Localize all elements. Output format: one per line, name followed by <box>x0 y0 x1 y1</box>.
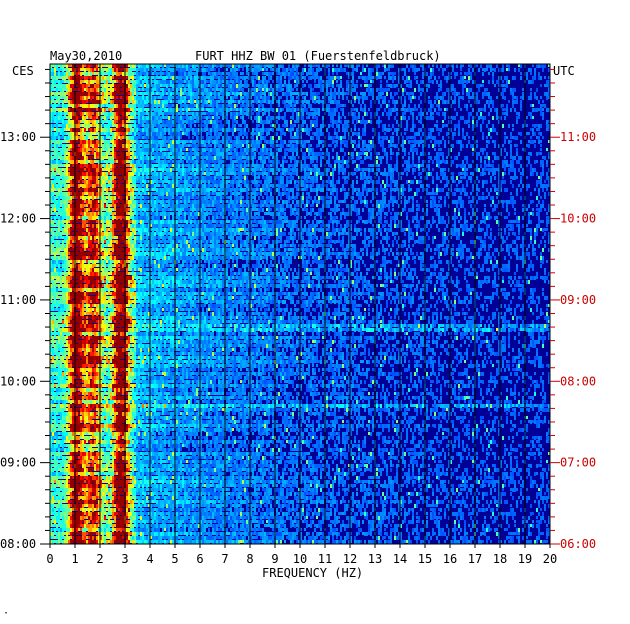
x-tick-label: 4 <box>146 552 153 566</box>
station-title: FURT HHZ BW 01 (Fuerstenfeldbruck) <box>195 49 441 63</box>
footer-mark: · <box>3 608 9 619</box>
left-zone-label: CES <box>12 64 34 78</box>
time-axes: 08:00 09:00 10:00 11:00 12:00 13:00 06:00 07:00… <box>0 68 596 551</box>
x-tick-label: 17 <box>468 552 482 566</box>
right-tick-label: 08:00 <box>560 374 596 388</box>
x-tick-label: 18 <box>493 552 507 566</box>
date-label: May30,2010 <box>50 49 122 63</box>
x-tick-label: 20 <box>543 552 557 566</box>
x-tick-label: 16 <box>443 552 457 566</box>
x-axis-label: FREQUENCY (HZ) <box>262 566 363 580</box>
left-tick-label: 09:00 <box>0 456 36 470</box>
right-tick-label: 11:00 <box>560 130 596 144</box>
x-tick-label: 19 <box>518 552 532 566</box>
right-tick-label: 06:00 <box>560 537 596 551</box>
x-tick-label: 2 <box>96 552 103 566</box>
x-tick-label: 13 <box>368 552 382 566</box>
x-tick-label: 9 <box>271 552 278 566</box>
frequency-axis: 0 1 2 3 4 5 6 7 8 9 10 11 12 13 14 15 16 17 18 19 20 <box>46 544 557 566</box>
x-tick-label: 10 <box>293 552 307 566</box>
x-tick-label: 11 <box>318 552 332 566</box>
x-tick-label: 5 <box>171 552 178 566</box>
x-tick-label: 7 <box>221 552 228 566</box>
x-tick-label: 1 <box>71 552 78 566</box>
x-tick-label: 8 <box>246 552 253 566</box>
x-tick-label: 6 <box>196 552 203 566</box>
right-tick-label: 07:00 <box>560 456 596 470</box>
left-tick-label: 12:00 <box>0 212 36 226</box>
x-tick-label: 3 <box>121 552 128 566</box>
right-tick-label: 09:00 <box>560 293 596 307</box>
x-tick-label: 12 <box>343 552 357 566</box>
right-zone-label: UTC <box>553 64 575 78</box>
left-tick-label: 08:00 <box>0 537 36 551</box>
right-tick-label: 10:00 <box>560 212 596 226</box>
left-tick-label: 13:00 <box>0 130 36 144</box>
x-tick-label: 15 <box>418 552 432 566</box>
x-tick-label: 0 <box>46 552 53 566</box>
frequency-grid <box>49 63 551 545</box>
left-tick-label: 10:00 <box>0 374 36 388</box>
x-tick-label: 14 <box>393 552 407 566</box>
left-tick-label: 11:00 <box>0 293 36 307</box>
